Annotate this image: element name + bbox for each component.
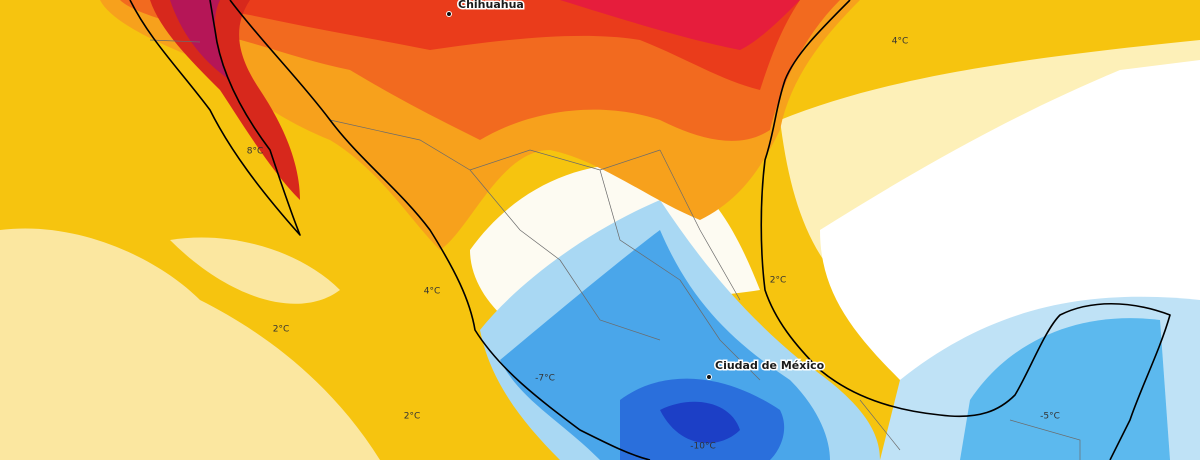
temperature-label: -10°C: [690, 442, 715, 452]
labels: Chihuahua Ciudad de México 4°C 8°C 2°C 4°C 2°C…: [247, 0, 1060, 452]
city-name: Chihuahua: [458, 0, 524, 11]
temperature-label: 2°C: [273, 325, 290, 335]
city-dot: [706, 374, 712, 380]
coastlines: [129, 0, 1171, 460]
borders: [149, 39, 1081, 460]
temperature-label: 2°C: [770, 276, 787, 286]
temperature-label: -7°C: [535, 374, 555, 384]
temperature-label: 8°C: [247, 147, 264, 157]
city-name: Ciudad de México: [715, 359, 825, 372]
temperature-label: -5°C: [1040, 412, 1060, 422]
temperature-label: 4°C: [892, 37, 909, 47]
temperature-label: 2°C: [404, 412, 421, 422]
temperature-label: 4°C: [424, 287, 441, 297]
city-dot: [446, 11, 452, 17]
